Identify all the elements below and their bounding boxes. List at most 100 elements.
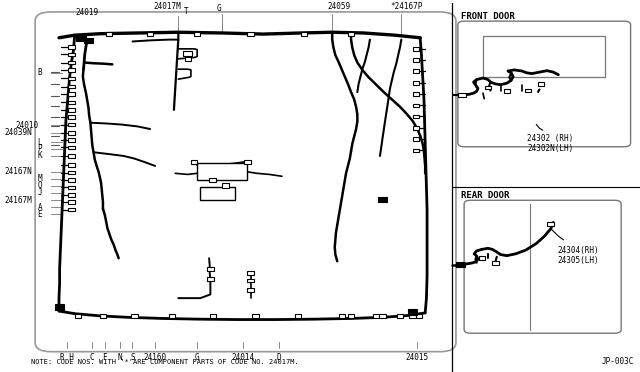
Bar bbox=[248, 32, 253, 36]
Text: T: T bbox=[184, 7, 189, 16]
Text: G: G bbox=[217, 4, 221, 13]
Bar bbox=[106, 32, 113, 36]
Bar bbox=[75, 314, 81, 318]
Text: F: F bbox=[102, 353, 107, 362]
Bar bbox=[348, 32, 354, 36]
Bar bbox=[183, 51, 192, 56]
Bar bbox=[413, 138, 419, 141]
Bar bbox=[413, 81, 419, 85]
Bar bbox=[485, 86, 491, 90]
Text: L: L bbox=[37, 138, 42, 147]
Bar bbox=[378, 197, 387, 202]
Bar bbox=[147, 32, 153, 36]
Bar bbox=[131, 314, 138, 318]
Bar bbox=[413, 92, 419, 96]
Bar bbox=[380, 314, 386, 318]
Bar bbox=[413, 126, 419, 130]
Bar bbox=[68, 115, 75, 119]
Bar bbox=[248, 288, 253, 292]
Bar bbox=[547, 222, 554, 226]
Text: 24167M: 24167M bbox=[4, 196, 32, 205]
Bar bbox=[68, 163, 75, 167]
Text: P: P bbox=[37, 144, 42, 153]
Bar bbox=[252, 314, 259, 318]
Bar bbox=[68, 85, 75, 89]
Text: *24167P: *24167P bbox=[390, 2, 422, 11]
Text: 24010: 24010 bbox=[15, 121, 38, 130]
Bar bbox=[76, 35, 86, 41]
Text: S: S bbox=[130, 353, 135, 362]
Text: FRONT DOOR: FRONT DOOR bbox=[461, 12, 515, 21]
Bar bbox=[68, 68, 75, 72]
Bar bbox=[68, 77, 75, 80]
Bar bbox=[492, 261, 499, 265]
Bar bbox=[191, 160, 198, 164]
Bar bbox=[169, 314, 175, 318]
Bar bbox=[525, 89, 531, 92]
Bar bbox=[538, 82, 544, 86]
Text: C: C bbox=[90, 353, 95, 362]
Bar bbox=[458, 93, 466, 97]
Bar bbox=[413, 115, 419, 118]
Bar bbox=[68, 171, 75, 174]
Bar bbox=[210, 314, 216, 318]
Bar bbox=[373, 314, 380, 318]
Bar bbox=[100, 314, 106, 318]
Text: 24160: 24160 bbox=[143, 353, 166, 362]
Text: B: B bbox=[37, 68, 42, 77]
Text: 24039N: 24039N bbox=[4, 128, 32, 137]
Text: 24302 (RH)
24302N(LH): 24302 (RH) 24302N(LH) bbox=[527, 134, 573, 153]
Text: J: J bbox=[37, 188, 42, 198]
Bar bbox=[207, 277, 214, 281]
Bar bbox=[207, 267, 214, 270]
FancyBboxPatch shape bbox=[458, 21, 630, 147]
Text: D: D bbox=[276, 353, 281, 362]
Bar bbox=[413, 47, 419, 51]
Bar bbox=[339, 314, 345, 318]
Bar bbox=[348, 314, 354, 318]
Bar bbox=[408, 310, 417, 315]
FancyBboxPatch shape bbox=[35, 12, 456, 352]
Bar bbox=[68, 100, 75, 104]
Bar bbox=[483, 36, 605, 77]
Text: G: G bbox=[195, 353, 200, 362]
Bar bbox=[479, 256, 485, 260]
Bar bbox=[68, 193, 75, 196]
Bar bbox=[68, 61, 75, 64]
Bar bbox=[222, 183, 229, 187]
Bar bbox=[413, 69, 419, 73]
Bar bbox=[68, 92, 75, 96]
Text: REAR DOOR: REAR DOOR bbox=[461, 191, 509, 200]
Text: 24059: 24059 bbox=[327, 2, 350, 11]
Text: E: E bbox=[37, 210, 42, 219]
Bar bbox=[68, 123, 75, 126]
Bar bbox=[209, 178, 216, 182]
Bar bbox=[68, 200, 75, 204]
Bar bbox=[68, 45, 75, 49]
Text: 24304(RH)
24305(LH): 24304(RH) 24305(LH) bbox=[557, 246, 598, 265]
Bar bbox=[244, 160, 251, 164]
Bar bbox=[68, 138, 75, 142]
Bar bbox=[68, 186, 75, 189]
Bar bbox=[84, 38, 93, 43]
Text: 24019: 24019 bbox=[76, 9, 99, 17]
Text: NOTE: CODE NOS. WITH '*'ARE COMPONENT PARTS OF CODE NO. 24017M.: NOTE: CODE NOS. WITH '*'ARE COMPONENT PA… bbox=[31, 359, 298, 365]
Bar bbox=[397, 314, 403, 318]
Bar bbox=[68, 108, 75, 112]
Text: 24014: 24014 bbox=[232, 353, 255, 362]
Text: R H: R H bbox=[60, 353, 74, 362]
FancyBboxPatch shape bbox=[464, 200, 621, 333]
Bar bbox=[413, 148, 419, 152]
Bar bbox=[55, 304, 65, 310]
Bar bbox=[68, 52, 75, 56]
Bar bbox=[456, 262, 465, 267]
Text: 24167N: 24167N bbox=[4, 167, 32, 176]
Text: A: A bbox=[37, 203, 42, 212]
Bar bbox=[197, 163, 248, 180]
Text: JP-003C: JP-003C bbox=[602, 357, 634, 366]
Bar bbox=[248, 279, 253, 282]
Bar bbox=[413, 58, 419, 62]
Text: M: M bbox=[37, 174, 42, 183]
Bar bbox=[68, 131, 75, 135]
Bar bbox=[301, 32, 307, 36]
